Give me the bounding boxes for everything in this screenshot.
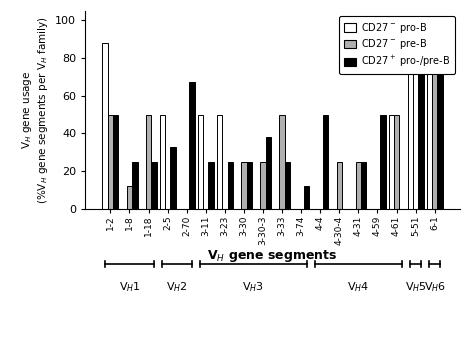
X-axis label: V$_H$ gene segments: V$_H$ gene segments (208, 248, 337, 264)
Bar (113, 114, 118, 209)
Bar (394, 114, 399, 209)
Bar (160, 114, 165, 209)
Text: V$_H$5: V$_H$5 (405, 280, 427, 294)
Bar (198, 114, 203, 209)
Bar (266, 137, 271, 209)
Bar (408, 20, 413, 209)
Bar (432, 20, 438, 209)
Bar (323, 114, 328, 209)
Text: V$_H$2: V$_H$2 (166, 280, 188, 294)
Bar (389, 114, 394, 209)
Bar (361, 162, 366, 209)
Bar (190, 82, 195, 209)
Bar (146, 114, 151, 209)
Text: V$_H$3: V$_H$3 (243, 280, 264, 294)
Y-axis label: V$_H$ gene usage
(%V$_H$ gene segments per V$_H$ family): V$_H$ gene usage (%V$_H$ gene segments p… (20, 16, 50, 203)
Bar (285, 162, 290, 209)
Bar (438, 20, 443, 209)
Bar (132, 162, 137, 209)
Bar (170, 147, 176, 209)
Bar (279, 114, 285, 209)
Bar (228, 162, 233, 209)
Text: V$_H$1: V$_H$1 (118, 280, 140, 294)
Bar (260, 162, 266, 209)
Bar (217, 114, 222, 209)
Bar (380, 114, 385, 209)
Text: V$_H$4: V$_H$4 (347, 280, 370, 294)
Bar (337, 162, 342, 209)
Bar (356, 162, 361, 209)
Bar (209, 162, 214, 209)
Bar (246, 162, 252, 209)
Bar (151, 162, 156, 209)
Text: V$_H$6: V$_H$6 (424, 280, 446, 294)
Bar (108, 114, 113, 209)
Bar (127, 186, 132, 209)
Bar (427, 20, 432, 209)
Bar (304, 186, 309, 209)
Legend: CD27$^-$ pro-B, CD27$^-$ pre-B, CD27$^+$ pro-/pre-B: CD27$^-$ pro-B, CD27$^-$ pre-B, CD27$^+$… (339, 16, 455, 74)
Bar (102, 43, 108, 209)
Bar (241, 162, 246, 209)
Bar (419, 20, 424, 209)
